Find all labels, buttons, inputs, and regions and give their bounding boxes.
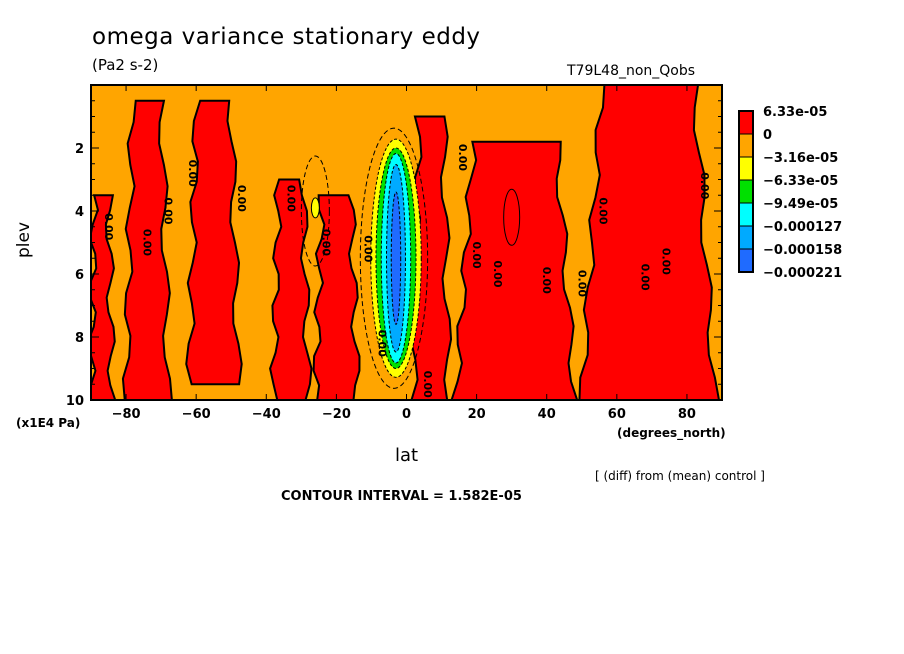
y-tick-label: 10 — [66, 394, 84, 409]
contour-label: 0.00 — [141, 229, 154, 256]
negative-contour — [359, 127, 429, 389]
contour-label: 0.00 — [284, 185, 297, 212]
contour-label: 0.00 — [162, 197, 175, 224]
legend-label: 0 — [763, 128, 772, 143]
contour-label: 0.00 — [491, 260, 504, 287]
legend-label: −6.33e-05 — [763, 174, 838, 189]
positive-region — [269, 178, 313, 400]
contour-interval: CONTOUR INTERVAL = 1.582E-05 — [281, 489, 522, 504]
contour-field: 0.00 0.00 0.00 0.00 0.00 0.00 0.00 0.00 0.00 0.00… — [91, 85, 722, 400]
positive-region — [450, 140, 579, 400]
legend-swatch — [739, 111, 753, 134]
y-tick-label: 8 — [75, 331, 84, 346]
contour-label: 0.00 — [575, 270, 588, 297]
legend-swatch — [739, 157, 753, 180]
contour-label: 0.00 — [421, 371, 434, 398]
run-label: T79L48_non_Qobs — [567, 63, 696, 79]
contour-label: 0.00 — [470, 242, 483, 269]
negative-contour — [300, 155, 330, 267]
legend-label: −0.000158 — [763, 243, 842, 258]
contour-label: 0.00 — [698, 172, 711, 199]
legend-label: −0.000221 — [763, 266, 842, 281]
legend-label: 6.33e-05 — [763, 105, 827, 120]
contour-label: 0.00 — [456, 144, 469, 171]
x-tick-label: 40 — [538, 407, 556, 422]
legend-frame — [738, 110, 754, 273]
contour-label: 0.00 — [186, 160, 199, 187]
axis-ticks: −80 −60 −40 −20 0 20 40 60 80 2 4 6 8 10 — [66, 85, 722, 422]
legend-swatch — [739, 134, 753, 157]
diff-footnote: [ (diff) from (mean) control ] — [595, 469, 765, 483]
legend-swatch — [739, 226, 753, 249]
x-tick-label: 80 — [678, 407, 696, 422]
contour-label: 0.00 — [596, 197, 609, 224]
positive-region — [91, 194, 117, 400]
x-tick-label: −60 — [182, 407, 211, 422]
color-legend: 6.33e-05 0 −3.16e-05 −6.33e-05 −9.49e-05 −0.0… — [738, 105, 842, 281]
y-tick-label: 4 — [75, 205, 84, 220]
positive-region — [121, 99, 173, 400]
x-tick-label: −80 — [112, 407, 141, 422]
x-axis-label: lat — [395, 445, 419, 466]
negative-pocket — [310, 197, 320, 219]
y-tick-label: 2 — [75, 142, 84, 157]
contour-label: 0.00 — [659, 248, 672, 275]
contour-label: 0.00 — [319, 229, 332, 256]
y-axis-units: (x1E4 Pa) — [16, 416, 81, 430]
x-tick-label: −40 — [252, 407, 281, 422]
x-tick-label: −20 — [322, 407, 351, 422]
contour-label: 0.00 — [638, 264, 651, 291]
positive-region — [312, 194, 361, 400]
positive-region — [578, 85, 720, 400]
y-tick-label: 6 — [75, 268, 84, 283]
legend-label: −3.16e-05 — [763, 151, 838, 166]
x-tick-label: 20 — [468, 407, 486, 422]
legend-swatch — [739, 203, 753, 226]
chart-units: (Pa2 s-2) — [92, 56, 159, 74]
positive-region — [185, 99, 243, 386]
legend-label: −9.49e-05 — [763, 197, 838, 212]
contour-label: 0.00 — [375, 330, 388, 357]
legend-swatch — [739, 180, 753, 203]
legend-swatch — [739, 249, 753, 272]
contour-label: 0.00 — [102, 213, 115, 240]
x-tick-label: 0 — [402, 407, 411, 422]
negative-band — [390, 191, 402, 325]
x-tick-label: 60 — [608, 407, 626, 422]
x-axis-units: (degrees_north) — [617, 426, 726, 440]
contour-label: 0.00 — [235, 185, 248, 212]
positive-contour — [503, 188, 521, 246]
contour-label: 0.00 — [361, 235, 374, 262]
contour-label: 0.00 — [540, 267, 553, 294]
legend-label: −0.000127 — [763, 220, 842, 235]
chart-title: omega variance stationary eddy — [92, 24, 481, 50]
